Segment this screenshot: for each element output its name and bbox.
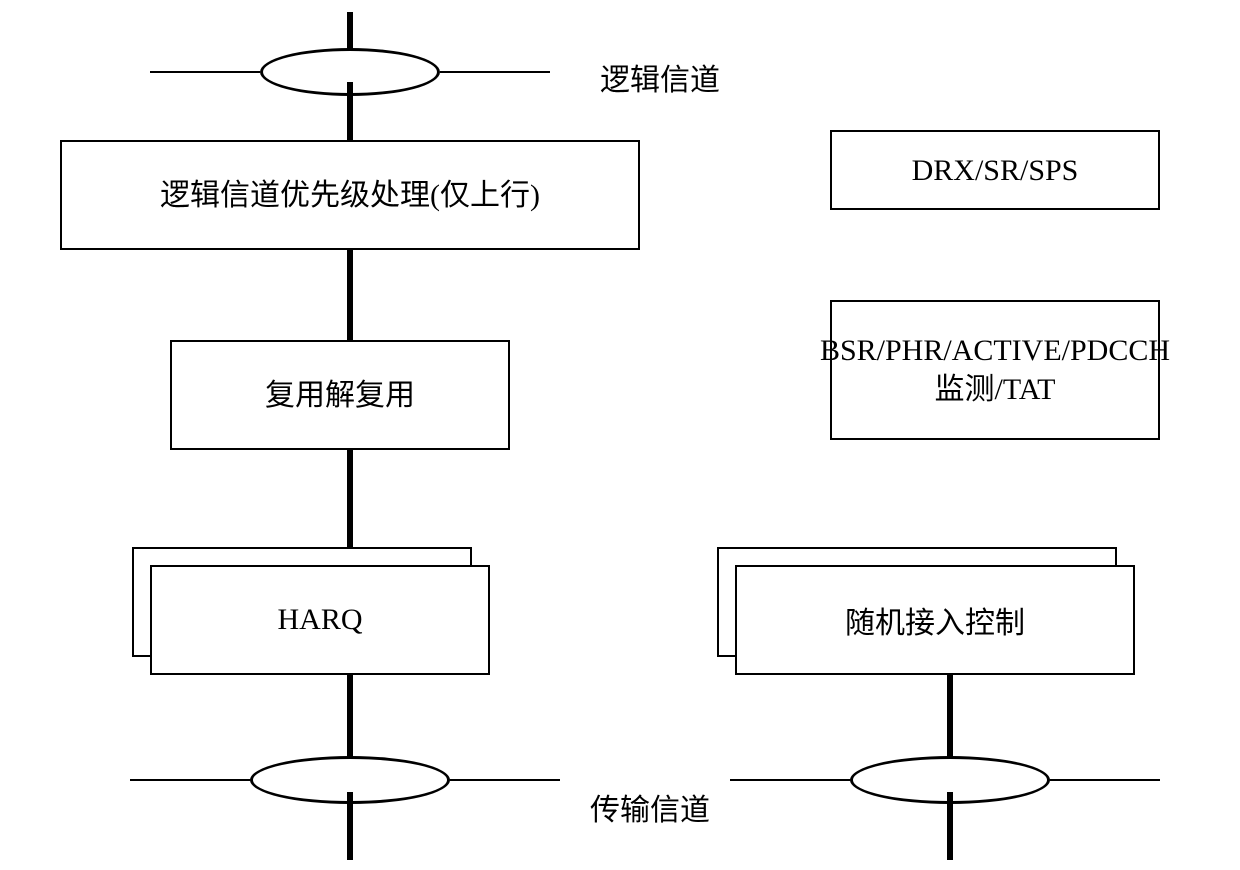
top-sap-whisker-right	[440, 71, 550, 73]
left-connector-2	[347, 450, 353, 547]
top-sap-whisker-left	[150, 71, 260, 73]
transport-channel-label: 传输信道	[590, 785, 710, 829]
mux-box: 复用解复用	[170, 340, 510, 450]
right-bottom-sap-whisker-left	[730, 779, 850, 781]
drx-box: DRX/SR/SPS	[830, 130, 1160, 210]
left-bottom-sap-v-below	[347, 792, 353, 860]
rac-box: 随机接入控制	[735, 565, 1135, 675]
right-bottom-sap-v-below	[947, 792, 953, 860]
bsr-box: BSR/PHR/ACTIVE/PDCCH 监测/TAT	[830, 300, 1160, 440]
left-bottom-sap-whisker-left	[130, 779, 250, 781]
priority-box: 逻辑信道优先级处理(仅上行)	[60, 140, 640, 250]
left-connector-0	[347, 82, 353, 140]
harq-box: HARQ	[150, 565, 490, 675]
left-connector-1	[347, 250, 353, 340]
right-bottom-sap-whisker-right	[1050, 779, 1160, 781]
logical-channel-label: 逻辑信道	[600, 55, 720, 99]
left-bottom-sap-whisker-right	[450, 779, 560, 781]
